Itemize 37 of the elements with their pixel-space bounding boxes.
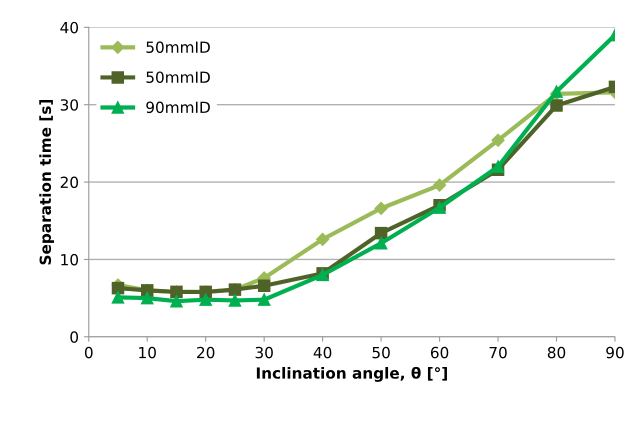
point [316, 232, 330, 246]
x-tick-label: 10 [139, 346, 156, 358]
x-tick-label: 70 [490, 346, 507, 358]
legend-label: 50mmID [146, 41, 210, 53]
point [374, 202, 388, 215]
y-tick-label: 10 [61, 254, 78, 266]
point [491, 134, 505, 147]
x-tick-label: 20 [197, 346, 214, 358]
x-tick-label: 50 [372, 346, 390, 358]
point [112, 291, 124, 304]
x-tick-label: 90 [606, 346, 624, 358]
point [374, 236, 388, 250]
point [258, 293, 270, 306]
point [550, 99, 563, 112]
y-tick-label: 30 [60, 99, 78, 111]
point [492, 160, 504, 173]
point [228, 294, 242, 307]
legend-label: 50mmID [146, 71, 210, 84]
x-tick-label: 80 [548, 346, 566, 358]
point [258, 279, 270, 292]
point [199, 293, 212, 306]
point [550, 85, 563, 98]
y-tick-label: 20 [60, 176, 78, 188]
point [170, 294, 183, 308]
y-tick-label: 0 [70, 331, 78, 343]
x-tick-label: 0 [84, 346, 93, 358]
point [374, 226, 388, 240]
x-tick-label: 30 [256, 346, 273, 358]
y-axis-title: Separation time [s] [39, 100, 54, 264]
x-axis-title: Inclination angle, θ [°] [256, 366, 447, 382]
x-tick-label: 60 [430, 346, 448, 358]
point [112, 282, 124, 294]
y-tick-label: 40 [60, 22, 78, 34]
x-tick-label: 40 [314, 346, 332, 358]
point [432, 178, 446, 192]
legend-label: 90mmID [146, 102, 210, 114]
point [140, 292, 154, 304]
